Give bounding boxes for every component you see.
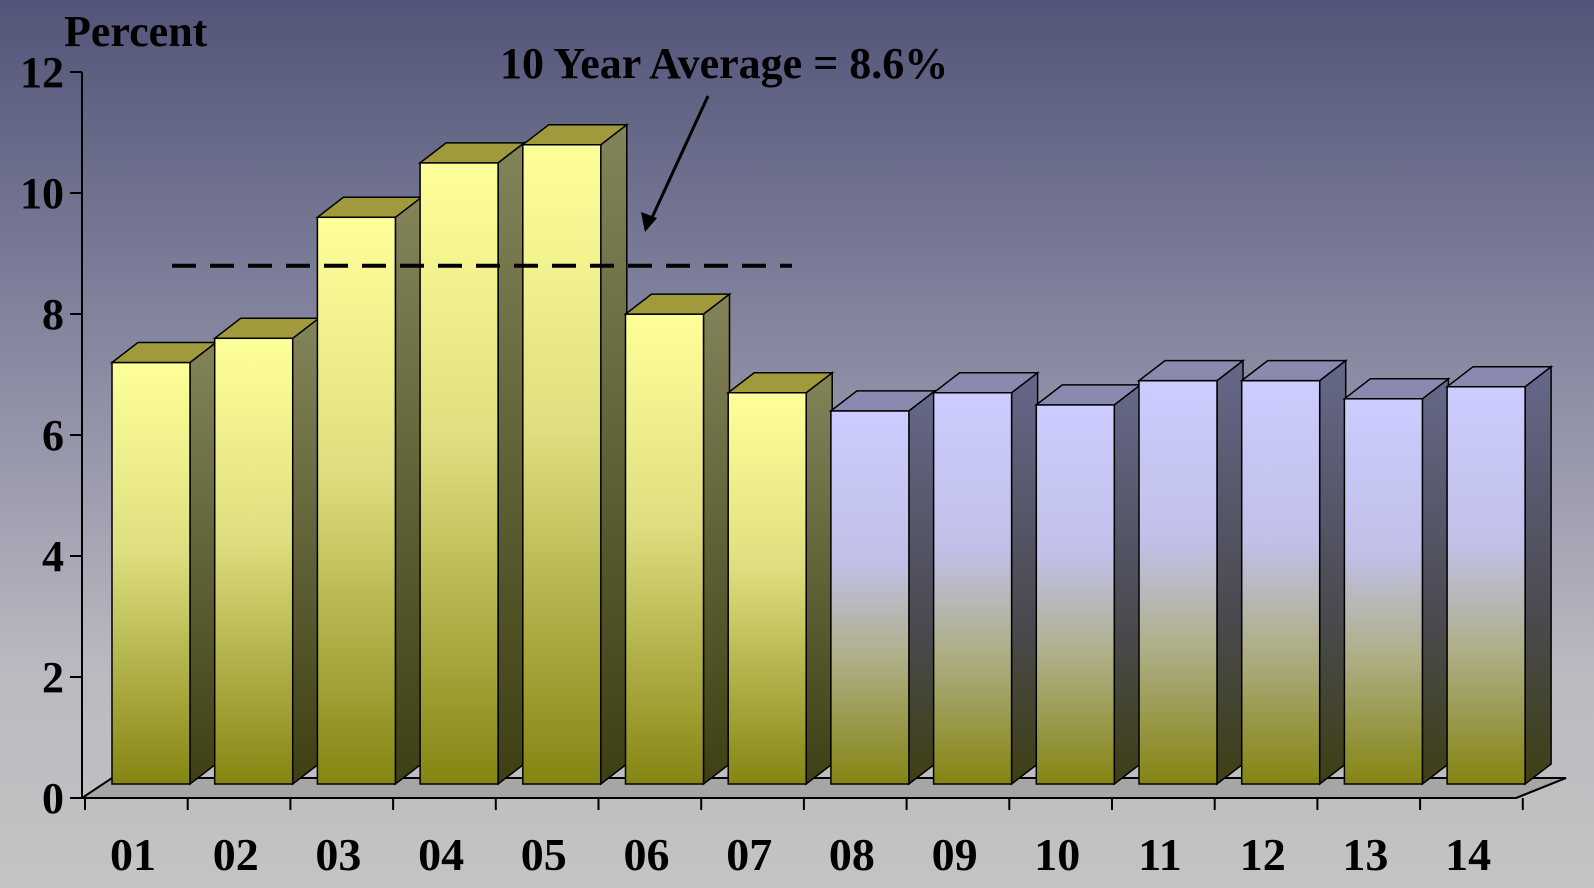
x-tick-label: 04 — [418, 829, 464, 880]
x-axis: 01 02 03 04 05 06 07 08 09 10 11 12 13 14 — [82, 797, 1524, 880]
bar-09 — [931, 371, 1040, 786]
x-tick-label: 07 — [726, 829, 772, 880]
x-tick-label: 05 — [521, 829, 567, 880]
bar-10 — [1034, 383, 1143, 786]
bar-04 — [417, 141, 527, 786]
average-annotation: 10 Year Average = 8.6% — [172, 39, 948, 268]
bar-front — [316, 216, 397, 785]
bar-side — [1113, 383, 1142, 786]
bar-13 — [1342, 377, 1451, 786]
y-tick-label: 6 — [42, 411, 64, 460]
bar-side — [1010, 371, 1039, 786]
bar-01 — [109, 340, 219, 786]
average-arrow — [648, 95, 710, 223]
bar-11 — [1136, 359, 1246, 786]
bar-top — [1444, 365, 1554, 388]
bar-top — [1342, 378, 1451, 400]
bar-side — [291, 316, 320, 786]
x-tick-label: 02 — [213, 829, 259, 880]
bar-side — [600, 123, 628, 786]
y-tick-label: 10 — [20, 169, 64, 218]
bar-02 — [212, 316, 321, 786]
bar-side — [189, 340, 217, 786]
y-tick-label: 0 — [42, 774, 64, 823]
bar-front — [830, 410, 910, 785]
x-tick-label: 03 — [315, 829, 361, 880]
x-tick-label: 11 — [1138, 829, 1181, 880]
bar-14 — [1444, 365, 1554, 786]
bar-06 — [623, 292, 732, 786]
bar-top — [931, 372, 1040, 394]
bar-12 — [1239, 359, 1348, 786]
y-tick-label: 12 — [20, 48, 64, 97]
y-tick-label: 8 — [42, 290, 64, 339]
bar-front — [727, 392, 807, 785]
y-tick-label: 2 — [42, 653, 64, 702]
bar-05 — [520, 123, 630, 786]
bar-front — [1343, 398, 1424, 785]
bar-side — [1318, 359, 1347, 786]
x-tick-label: 13 — [1342, 829, 1388, 880]
floor-plane — [78, 777, 1567, 799]
bar-front — [111, 361, 191, 785]
bar-side — [394, 195, 423, 786]
bar-front — [213, 337, 294, 785]
bar-front — [932, 392, 1013, 785]
x-tick-label: 01 — [110, 829, 156, 880]
bar-side — [805, 371, 833, 786]
bar-side — [908, 389, 936, 786]
bar-side — [702, 292, 731, 786]
x-tick-label: 10 — [1034, 829, 1080, 880]
bar-07 — [725, 371, 835, 786]
average-label: 10 Year Average = 8.6% — [500, 39, 948, 88]
bar-top — [520, 123, 630, 146]
y-axis-label: Percent — [64, 7, 208, 56]
y-axis: 0 2 4 6 8 10 12 — [20, 48, 83, 823]
bar-front — [1138, 379, 1218, 785]
x-tick-label: 09 — [932, 829, 978, 880]
bar-side — [1216, 359, 1244, 786]
floor — [78, 777, 1567, 799]
bar-top — [725, 372, 835, 394]
average-arrow-head — [641, 212, 657, 232]
bars — [109, 123, 1554, 786]
x-tick-label: 06 — [624, 829, 670, 880]
bar-side — [497, 141, 525, 786]
y-tick-label: 4 — [42, 532, 64, 581]
x-tick-label: 12 — [1240, 829, 1286, 880]
x-tick-label: 14 — [1445, 829, 1491, 880]
bar-08 — [828, 389, 938, 786]
bar-top — [1136, 359, 1246, 382]
bar-side — [1421, 377, 1450, 786]
bar-03 — [315, 195, 424, 786]
bar-top — [1239, 359, 1348, 382]
bar-top — [623, 293, 732, 315]
bar-front — [1446, 385, 1526, 785]
x-tick-label: 08 — [829, 829, 875, 880]
bar-front — [1035, 404, 1116, 785]
floor-edge — [1515, 777, 1567, 799]
bar-front — [419, 162, 499, 785]
bar-side — [1524, 365, 1552, 786]
bar-front — [522, 143, 602, 785]
bar-front — [1240, 379, 1321, 785]
bar-front — [624, 313, 705, 785]
